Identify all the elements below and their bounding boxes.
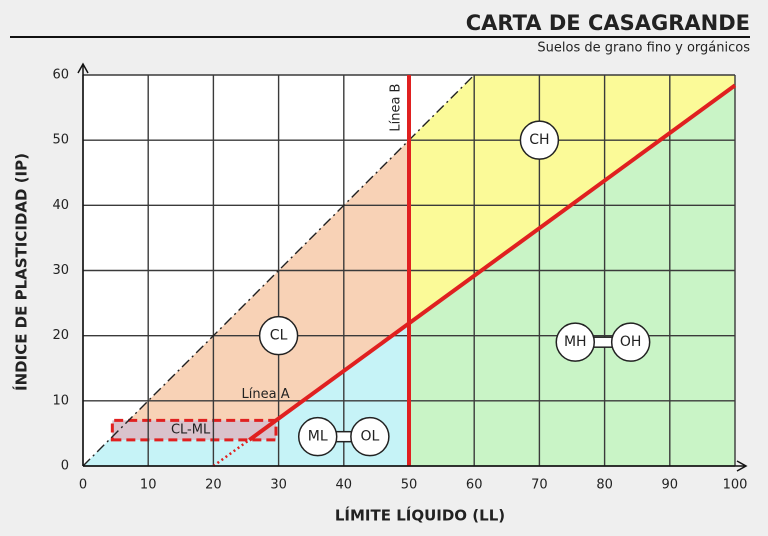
line [248, 83, 737, 442]
y-tick-label: 20 [52, 328, 69, 343]
y-axis-arrow [77, 62, 89, 74]
x-tick-label: 100 [723, 478, 748, 493]
x-tick-label: 70 [531, 478, 548, 493]
symbol-circle [297, 416, 338, 457]
symbol-label: ML [308, 429, 328, 445]
annotation: Línea B [388, 84, 403, 132]
x-axis-arrow [736, 460, 748, 472]
plot-area: 0 10 20 30 40 50 60 70 80 90 100 0 10 20 30 40 50 60 Línea… [52, 62, 748, 493]
annotation: Línea A [242, 387, 290, 402]
symbol-circle [350, 416, 390, 457]
y-tick-label: 0 [61, 459, 69, 474]
symbol-label: CH [529, 132, 549, 148]
line [212, 438, 250, 468]
symbol-label: OL [360, 429, 379, 445]
x-tick-label: 80 [596, 478, 613, 493]
symbol-circle [555, 322, 596, 362]
symbol-label: MH [564, 334, 587, 350]
x-tick-label: 20 [205, 478, 222, 493]
annotation: CL-ML [171, 423, 211, 438]
x-tick-label: 10 [140, 478, 157, 493]
x-tick-label: 30 [270, 478, 287, 493]
x-tick-label: 60 [466, 478, 483, 493]
x-tick-label: 90 [662, 478, 679, 493]
x-tick-label: 40 [336, 478, 353, 493]
symbol-label: CL [270, 328, 288, 344]
y-tick-label: 10 [52, 393, 69, 408]
symbol-circle [610, 322, 651, 362]
y-tick-label: 50 [52, 133, 69, 148]
symbol-label: OH [620, 334, 642, 350]
chart-title: CARTA DE CASAGRANDE [466, 11, 750, 35]
x-tick-label: 0 [79, 478, 87, 493]
y-tick-label: 40 [52, 198, 69, 213]
symbol-circle [519, 120, 560, 160]
region [409, 75, 735, 324]
y-tick-label: 60 [52, 68, 69, 83]
y-tick-label: 30 [52, 263, 69, 278]
chart-subtitle: Suelos de grano fino y orgánicos [537, 41, 750, 56]
y-axis-title: ÍNDICE DE PLASTICIDAD (IP) [12, 153, 31, 391]
region [409, 85, 735, 466]
x-tick-label: 50 [401, 478, 418, 493]
symbol-circle [258, 315, 299, 356]
x-axis-title: LÍMITE LÍQUIDO (LL) [335, 506, 505, 525]
